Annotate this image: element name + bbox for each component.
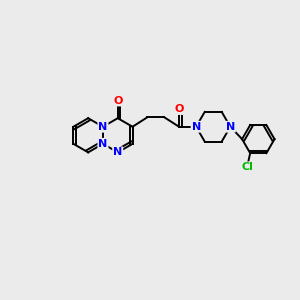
Text: O: O	[113, 95, 122, 106]
Text: O: O	[174, 104, 184, 114]
Text: N: N	[98, 139, 108, 149]
Text: N: N	[226, 122, 235, 132]
Text: N: N	[191, 122, 201, 132]
Text: Cl: Cl	[241, 162, 253, 172]
Text: N: N	[98, 122, 108, 132]
Text: N: N	[113, 147, 122, 158]
